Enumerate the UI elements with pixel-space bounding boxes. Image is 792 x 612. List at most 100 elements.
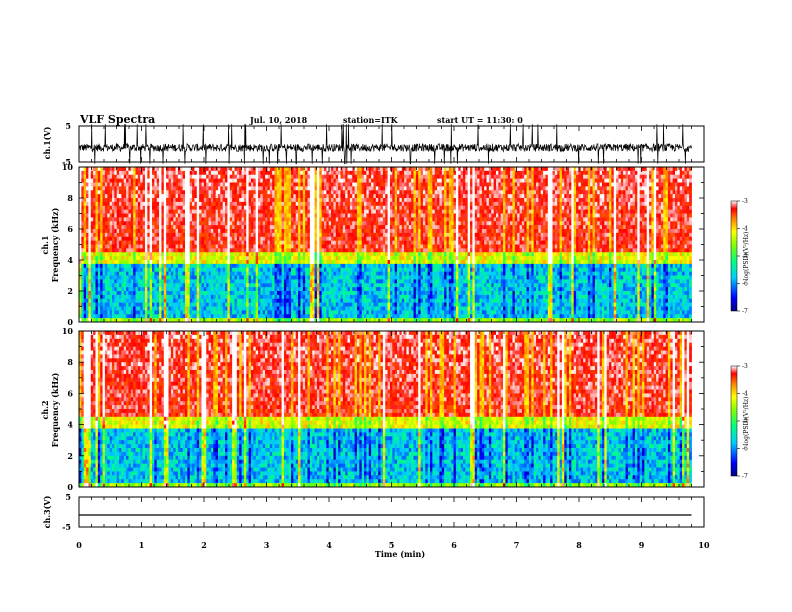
spectrogram-cell bbox=[296, 287, 299, 291]
spectrogram-cell bbox=[187, 272, 190, 276]
spectrogram-cell bbox=[150, 175, 153, 179]
spectrogram-cell bbox=[98, 299, 101, 303]
spectrogram-cell bbox=[279, 295, 282, 299]
spectrogram-cell bbox=[263, 295, 266, 299]
spectrogram-cell bbox=[284, 245, 287, 249]
spectrogram-cell bbox=[291, 217, 294, 221]
spectrogram-cell bbox=[298, 179, 301, 183]
spectrogram-cell bbox=[310, 260, 313, 264]
spectrogram-cell bbox=[234, 310, 237, 314]
spectrogram-cell bbox=[336, 241, 339, 245]
spectrogram-cell bbox=[98, 279, 101, 283]
spectrogram-cell bbox=[317, 260, 320, 264]
spectrogram-cell bbox=[185, 276, 188, 280]
spectrogram-cell bbox=[220, 291, 223, 295]
spectrogram-cell bbox=[185, 175, 188, 179]
spectrogram-cell bbox=[169, 264, 172, 268]
spectrogram-cell bbox=[206, 229, 209, 233]
spectrogram-cell bbox=[305, 233, 308, 237]
spectrogram-cell bbox=[190, 233, 193, 237]
spectrogram-cell bbox=[159, 202, 162, 206]
spectrogram-cell bbox=[128, 198, 131, 202]
spectrogram-cell bbox=[202, 264, 205, 268]
spectrogram-cell bbox=[350, 217, 353, 221]
spectrogram-cell bbox=[114, 241, 117, 245]
spectrogram-cell bbox=[239, 314, 242, 318]
spectrogram-cell bbox=[308, 206, 311, 210]
spectrogram-cell bbox=[272, 175, 275, 179]
spectrogram-cell bbox=[263, 233, 266, 237]
spectrogram-cell bbox=[199, 264, 202, 268]
spectrogram-cell bbox=[270, 179, 273, 183]
spectrogram-cell bbox=[267, 310, 270, 314]
spectrogram-cell bbox=[305, 272, 308, 276]
spectrogram-cell bbox=[117, 171, 120, 175]
spectrogram-cell bbox=[176, 229, 179, 233]
spectrogram-cell bbox=[185, 237, 188, 241]
spectrogram-cell bbox=[237, 210, 240, 214]
spectrogram-cell bbox=[289, 190, 292, 194]
spectrogram-cell bbox=[173, 167, 176, 171]
spectrogram-cell bbox=[355, 217, 358, 221]
spectrogram-cell bbox=[293, 167, 296, 171]
spectrogram-cell bbox=[93, 245, 96, 249]
spectrogram-cell bbox=[93, 229, 96, 233]
spectrogram-cell bbox=[91, 279, 94, 283]
spectrogram-cell bbox=[310, 179, 313, 183]
spectrogram-cell bbox=[220, 179, 223, 183]
spectrogram-cell bbox=[364, 233, 367, 237]
spectrogram-cell bbox=[93, 221, 96, 225]
spectrogram-cell bbox=[119, 291, 122, 295]
spectrogram-cell bbox=[143, 295, 146, 299]
spectrogram-cell bbox=[114, 314, 117, 318]
spectrogram-cell bbox=[256, 264, 259, 268]
spectrogram-cell bbox=[267, 287, 270, 291]
spectrogram-cell bbox=[199, 221, 202, 225]
spectrogram-cell bbox=[86, 225, 89, 229]
spectrogram-cell bbox=[213, 210, 216, 214]
spectrogram-cell bbox=[112, 186, 115, 190]
spectrogram-cell bbox=[338, 310, 341, 314]
spectrogram-cell bbox=[150, 295, 153, 299]
spectrogram-cell bbox=[355, 256, 358, 260]
spectrogram-cell bbox=[319, 279, 322, 283]
spectrogram-cell bbox=[277, 291, 280, 295]
spectrogram-cell bbox=[350, 264, 353, 268]
spectrogram-cell bbox=[95, 233, 98, 237]
spectrogram-cell bbox=[249, 268, 252, 272]
spectrogram-cell bbox=[296, 175, 299, 179]
spectrogram-cell bbox=[333, 310, 336, 314]
spectrogram-cell bbox=[263, 287, 266, 291]
spectrogram-cell bbox=[289, 303, 292, 307]
spectrogram-cell bbox=[256, 229, 259, 233]
date-label: Jul. 10, 2018 bbox=[249, 115, 308, 125]
spectrogram-cell bbox=[211, 221, 214, 225]
spectrogram-cell bbox=[143, 194, 146, 198]
spectrogram-cell bbox=[237, 237, 240, 241]
ch1-waveform-panel: 5-5 bbox=[62, 121, 704, 167]
spectrogram-cell bbox=[230, 272, 233, 276]
spectrogram-cell bbox=[324, 264, 327, 268]
spectrogram-cell bbox=[131, 303, 134, 307]
spectrogram-cell bbox=[169, 167, 172, 171]
spectrogram-cell bbox=[312, 233, 315, 237]
spectrogram-cell bbox=[154, 183, 157, 187]
spectrogram-cell bbox=[100, 186, 103, 190]
spectrogram-cell bbox=[173, 295, 176, 299]
spectrogram-cell bbox=[305, 256, 308, 260]
spectrogram-cell bbox=[98, 276, 101, 280]
spectrogram-cell bbox=[140, 260, 143, 264]
spectrogram-cell bbox=[300, 248, 303, 252]
spectrogram-cell bbox=[350, 179, 353, 183]
spectrogram-cell bbox=[338, 287, 341, 291]
spectrogram-cell bbox=[180, 206, 183, 210]
spectrogram-cell bbox=[105, 295, 108, 299]
spectrogram-cell bbox=[159, 272, 162, 276]
spectrogram-cell bbox=[286, 198, 289, 202]
spectrogram-cell bbox=[84, 186, 87, 190]
spectrogram-cell bbox=[300, 287, 303, 291]
spectrogram-cell bbox=[131, 310, 134, 314]
spectrogram-cell bbox=[249, 237, 252, 241]
spectrogram-cell bbox=[275, 198, 278, 202]
spectrogram-cell bbox=[364, 314, 367, 318]
